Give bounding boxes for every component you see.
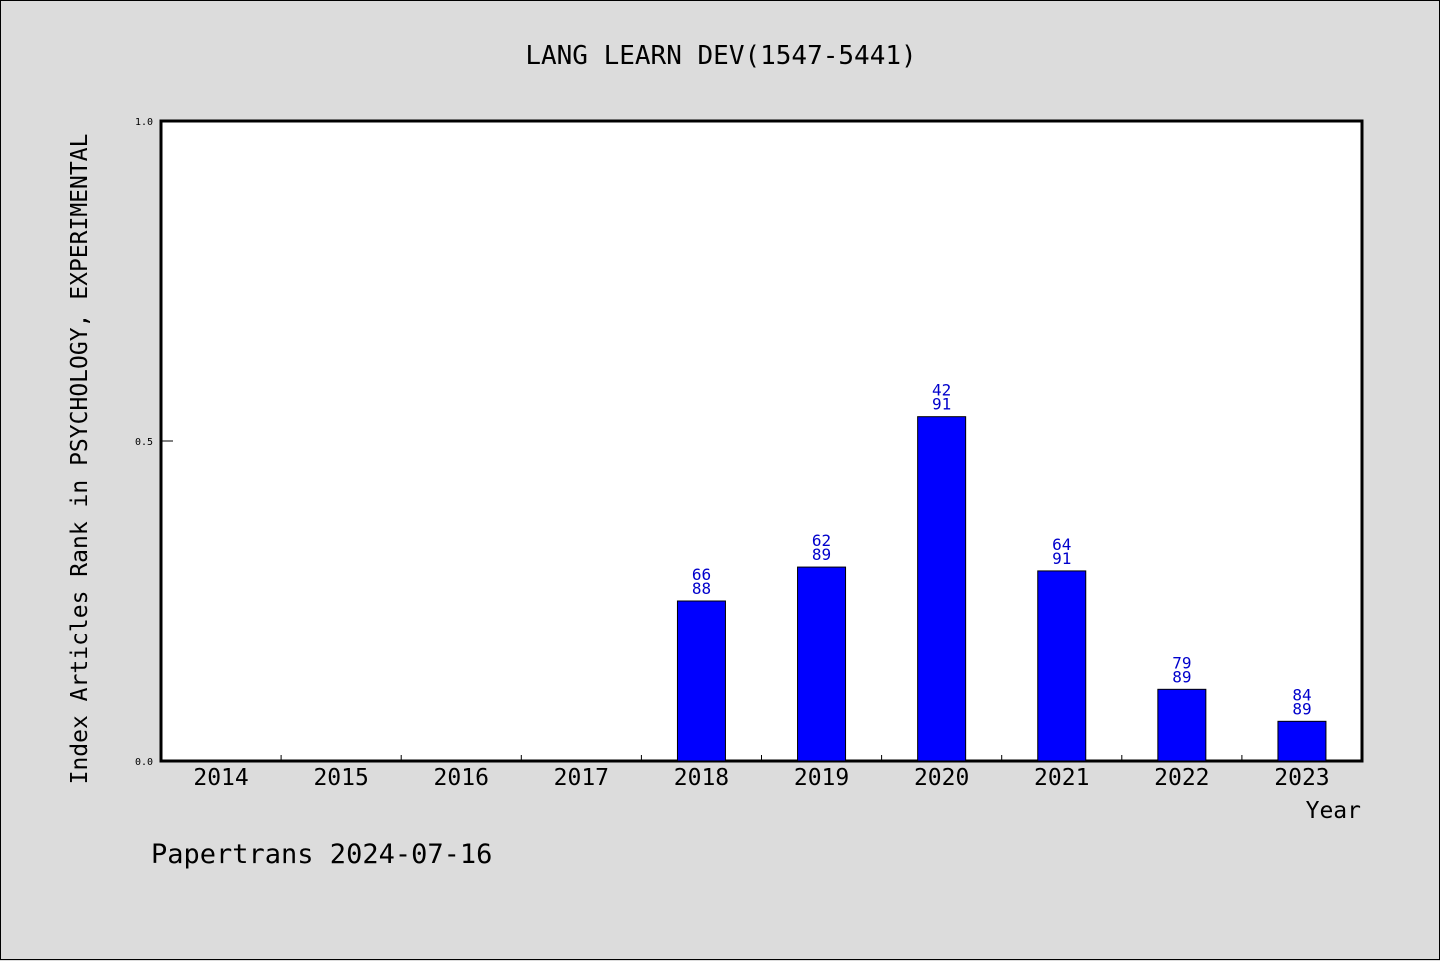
bar-total-label: 89 (1292, 699, 1311, 718)
bar-2021 (1037, 570, 1087, 762)
x-tick-label: 2023 (1274, 765, 1329, 791)
bar-rank-label: 84 (1292, 685, 1311, 704)
x-tick-label: 2021 (1034, 765, 1089, 791)
x-tick-label: 2016 (434, 765, 489, 791)
bar-total-label: 89 (1172, 667, 1191, 686)
bar-total-label: 91 (1052, 549, 1071, 568)
y-tick-label: 0.0 (135, 757, 153, 768)
bar-total-label: 91 (932, 395, 951, 414)
y-tick-label: 0.5 (135, 437, 153, 448)
bar-2020 (917, 416, 967, 762)
y-axis-label: Index Articles Rank in PSYCHOLOGY, EXPER… (67, 134, 93, 785)
x-tick-label: 2019 (794, 765, 849, 791)
bar-rank-label: 66 (692, 565, 711, 584)
x-tick-label: 2014 (193, 765, 248, 791)
x-ticks-group: 2014 2015 2016 2017 2018 2019 2020 2021 2022 2023 (193, 755, 1330, 791)
x-tick-label: 2020 (914, 765, 969, 791)
bar-2019 (797, 566, 847, 762)
plot-area (159, 119, 1364, 763)
x-tick-label: 2015 (313, 765, 368, 791)
bar-total-label: 89 (812, 545, 831, 564)
bar-total-label: 88 (692, 579, 711, 598)
bars-group (676, 416, 1327, 762)
footer-credit: Papertrans 2024-07-16 (151, 839, 492, 870)
bar-rank-label: 62 (812, 531, 831, 550)
bar-rank-label: 64 (1052, 535, 1071, 554)
bar-2022 (1157, 688, 1207, 762)
x-tick-label: 2022 (1154, 765, 1209, 791)
y-tick-label: 1.0 (135, 117, 153, 128)
chart-title: LANG LEARN DEV(1547-5441) (525, 41, 916, 71)
x-tick-label: 2017 (554, 765, 609, 791)
x-tick-label: 2018 (674, 765, 729, 791)
bar-rank-label: 79 (1172, 653, 1191, 672)
bar-2018 (676, 600, 726, 762)
bar-2023 (1277, 720, 1327, 762)
y-ticks-group: 0.0 0.5 1.0 (135, 117, 173, 768)
x-axis-label: Year (1306, 798, 1361, 824)
bar-rank-label: 42 (932, 381, 951, 400)
